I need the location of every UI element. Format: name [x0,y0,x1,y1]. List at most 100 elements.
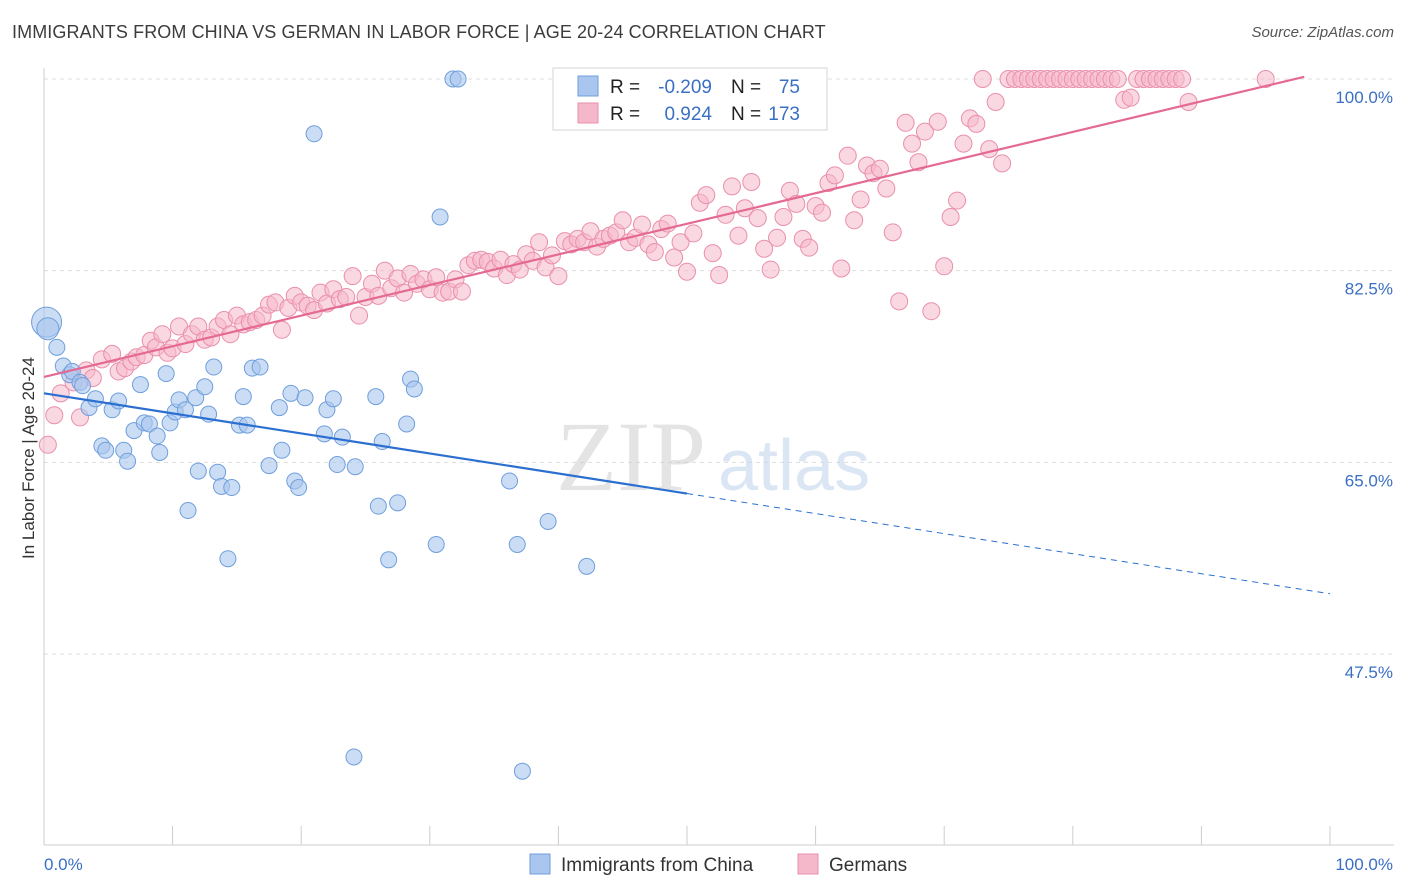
german-point [838,146,857,165]
german-point [903,134,922,153]
german-point [851,190,870,209]
german-point [761,260,780,279]
china-point [86,390,104,408]
german-point [272,320,291,339]
china-point [273,441,291,459]
legend-r-label-china: R = [610,77,640,98]
china-point [315,425,333,443]
legend-box: R = -0.209 N = 75 R = 0.924 N = 173 [552,67,828,131]
german-point [928,112,947,131]
german-point [729,226,748,245]
german-point [153,325,172,344]
china-point [328,456,346,474]
german-point [38,435,57,454]
china-point [209,463,227,481]
german-point [877,179,896,198]
china-point [324,390,342,408]
china-point [119,452,137,470]
x-tick-label: 0.0% [44,855,83,874]
bottom-legend: Immigrants from China Germans [529,853,907,876]
german-point [1121,88,1140,107]
german-point [909,153,928,172]
china-point [131,376,149,394]
german-point [45,406,64,425]
china-point [148,427,166,445]
german-point [832,259,851,278]
german-point [530,233,549,252]
german-point [723,177,742,196]
china-point [196,378,214,396]
german-point [922,302,941,321]
china-point [97,441,115,459]
y-axis-label: In Labor Force | Age 20-24 [19,357,38,559]
china-point [290,479,308,497]
german-point [883,223,902,242]
german-point [967,114,986,133]
german-point [742,172,761,191]
chart-title: IMMIGRANTS FROM CHINA VS GERMAN IN LABOR… [12,22,826,42]
german-point [948,191,967,210]
x-tick-label: 100.0% [1335,855,1393,874]
china-point [74,377,92,395]
china-point [539,512,557,530]
bottom-legend-china: Immigrants from China [561,855,754,876]
german-point [343,267,362,286]
german-point [800,238,819,257]
german-point [452,282,471,301]
legend-r-value-germans: 0.924 [664,104,712,125]
china-point [398,415,416,433]
china-point [36,317,60,341]
china-point [380,551,398,569]
german-point [645,243,664,262]
china-point [260,457,278,475]
china-point [345,748,363,766]
german-point [549,267,568,286]
german-point [613,211,632,230]
china-point [501,472,519,490]
watermark-zip: ZIP [556,401,706,512]
german-point [813,203,832,222]
german-trend-line [43,75,1305,378]
german-point [980,140,999,159]
german-point [1173,70,1192,88]
german-point [973,70,992,88]
china-point [223,479,241,497]
watermark: ZIP atlas [556,401,870,512]
german-point [941,208,960,226]
china-point [48,338,66,356]
german-point [935,257,954,276]
legend-swatch-china [577,75,599,97]
watermark-atlas: atlas [718,426,870,506]
bottom-legend-swatch-china [529,853,551,875]
german-point [710,266,729,285]
y-tick-label: 100.0% [1335,88,1393,107]
german-point [890,292,909,311]
china-point [270,399,288,417]
german-point [350,306,369,325]
china-point [189,462,207,480]
german-point [768,228,787,247]
china-point [427,535,445,553]
german-point [993,154,1012,173]
legend-r-label-germans: R = [610,104,640,125]
china-point [346,458,364,476]
china-point [305,125,323,143]
legend-swatch-germans [577,102,599,124]
china-point [251,358,269,376]
german-point [845,211,864,230]
german-point [986,93,1005,111]
china-point [151,443,169,461]
german-point [1108,70,1127,88]
german-points [38,70,1275,454]
legend-r-value-china: -0.209 [658,77,712,98]
german-point [755,239,774,258]
china-point [578,557,596,575]
german-point [896,113,915,132]
german-point [915,122,934,141]
german-point [665,248,684,267]
china-point [367,388,385,406]
german-point [748,209,767,228]
china-point [187,389,205,407]
china-point [508,535,526,553]
